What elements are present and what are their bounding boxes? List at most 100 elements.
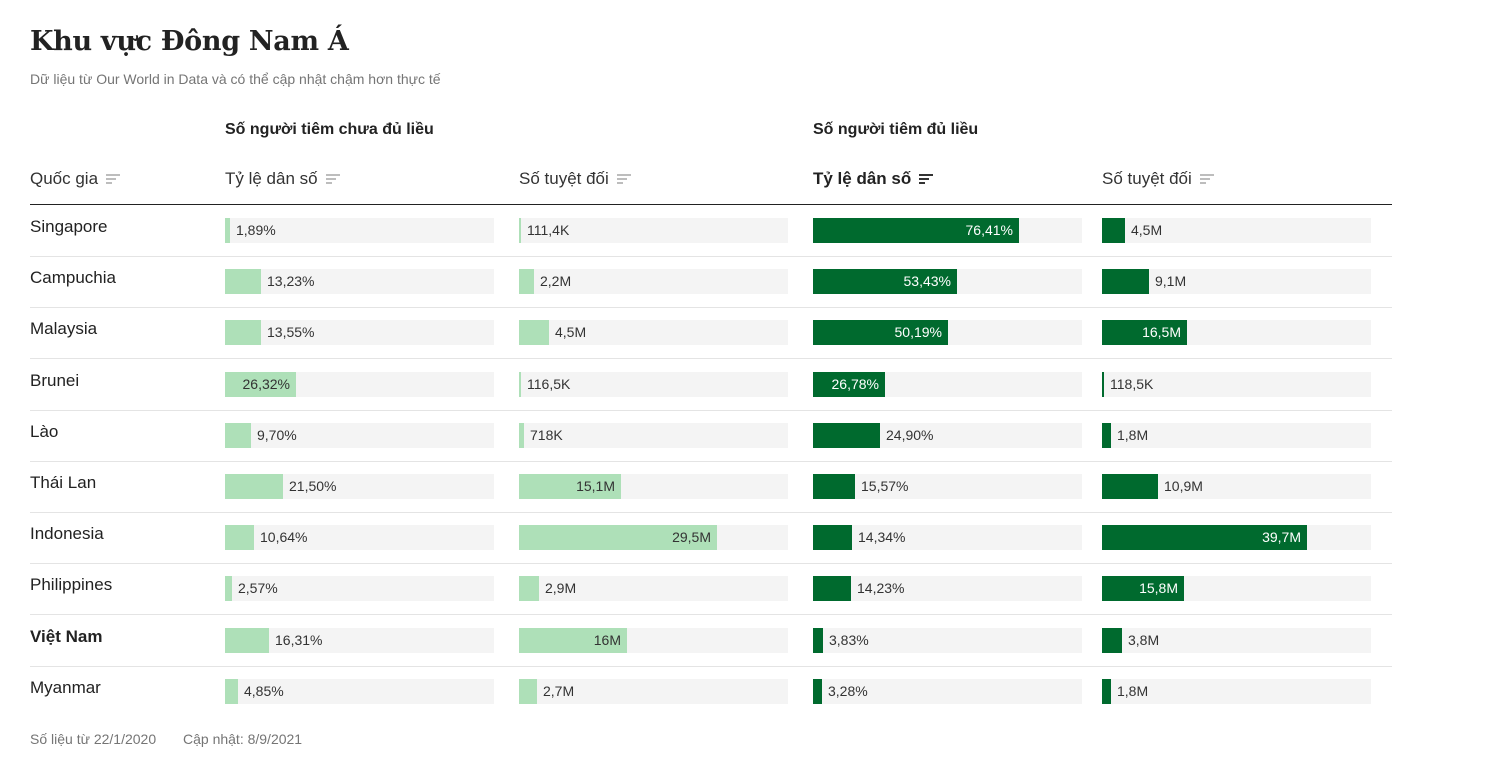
page-subtitle: Dữ liệu từ Our World in Data và có thể c… [30,71,441,87]
table-row: Campuchia 13,23% 2,2M 53,43% 9,1M [30,256,1392,309]
bar-full-pct [813,627,823,653]
country-name: Lào [30,421,59,441]
table-row: Philippines 2,57% 2,9M 14,23% 15,8M [30,563,1392,616]
value-label: 4,5M [555,324,587,341]
value-label: 118,5K [1110,375,1154,392]
value-label: 21,50% [289,478,337,494]
bar-track: 4,85% [225,678,494,704]
value-label: 16,31% [275,631,323,648]
country-name: Brunei [30,370,80,390]
value-label: 26,78% [831,375,879,392]
value-label: 1,8M [1117,682,1149,699]
value-label: 39,7M [1262,529,1301,546]
bar-partial-pct [225,371,296,397]
table-row: Indonesia 10,64% 29,5M 14,34% 39,7M [30,512,1392,565]
value-label: 15,1M [576,478,615,494]
column-header-partial-abs-label: Số tuyệt đối [519,169,609,188]
column-header-partial-abs[interactable]: Số tuyệt đối [519,169,631,189]
country-name: Malaysia [30,319,98,339]
bar-track: 16M [519,627,788,653]
value-label: 9,70% [257,426,297,443]
value-label: 14,34% [858,529,906,546]
value-label: 2,2M [540,273,572,290]
bar-full-abs [1102,371,1104,397]
bar-full-abs [1102,525,1307,551]
column-header-country-label: Quốc gia [30,169,99,188]
value-label: 1,89% [236,222,276,238]
table-row: Myanmar 4,85% 2,7M 3,28% 1,8M [30,666,1392,717]
bar-track: 4,5M [1102,218,1371,243]
value-label: 3,8M [1128,631,1160,648]
bar-track: 3,8M [1102,627,1371,653]
country-name: Myanmar [30,677,101,697]
bar-partial-pct [225,422,251,448]
bar-partial-abs [519,576,539,602]
bar-partial-abs [519,320,549,346]
bar-track: 15,8M [1102,576,1371,602]
value-label: 14,23% [857,580,905,597]
bar-partial-abs [519,422,524,448]
bar-partial-abs [519,627,627,653]
bar-track: 2,9M [519,576,788,602]
value-label: 718K [530,426,563,443]
bar-full-pct [813,576,851,602]
bar-full-pct [813,371,885,397]
column-header-full-abs[interactable]: Số tuyệt đối [1102,169,1214,189]
bar-track: 16,5M [1102,320,1371,346]
value-label: 76,41% [965,222,1013,238]
bar-track: 1,8M [1102,678,1371,704]
bar-track: 4,5M [519,320,788,346]
sort-active-icon [919,173,934,185]
bar-full-abs [1102,269,1149,295]
value-label: 10,64% [260,529,308,546]
column-header-partial-pct[interactable]: Tỷ lệ dân số [225,169,340,189]
bar-full-pct [813,422,880,448]
bar-track: 1,89% [225,218,494,243]
value-label: 15,8M [1139,580,1178,597]
sort-icon [616,173,631,185]
value-label: 9,1M [1155,273,1187,290]
bar-track: 53,43% [813,269,1082,295]
value-label: 16,5M [1142,324,1181,341]
bar-partial-pct [225,269,261,295]
sort-icon [106,173,121,185]
value-label: 3,83% [829,631,869,648]
bar-partial-pct [225,320,261,346]
value-label: 13,23% [267,273,315,290]
value-label: 15,57% [861,478,909,494]
value-label: 26,32% [242,375,290,392]
bar-track: 16,31% [225,627,494,653]
bar-track: 116,5K [519,371,788,397]
bar-partial-abs [519,474,621,499]
footer-updated: Cập nhật: 8/9/2021 [183,731,303,747]
bar-partial-pct [225,678,238,704]
value-label: 3,28% [828,682,868,699]
value-label: 4,85% [244,682,284,699]
value-label: 116,5K [527,375,571,392]
value-label: 50,19% [894,324,942,341]
column-header-full-pct[interactable]: Tỷ lệ dân số [813,169,934,189]
bar-partial-pct [225,474,283,499]
value-label: 24,90% [886,426,934,443]
table-row: Lào 9,70% 718K 24,90% 1,8M [30,410,1392,462]
bar-partial-abs [519,525,717,551]
bar-full-abs [1102,320,1187,346]
bar-partial-abs [519,218,521,243]
column-header-full-pct-label: Tỷ lệ dân số [813,169,912,188]
bar-track: 26,32% [225,371,494,397]
bar-track: 718K [519,422,788,448]
header-divider [30,204,1392,205]
bar-track: 2,7M [519,678,788,704]
bar-full-abs [1102,218,1125,243]
bar-track: 15,57% [813,474,1082,499]
sort-icon [325,173,340,185]
value-label: 2,9M [545,580,577,597]
value-label: 16M [593,631,621,648]
bar-partial-pct [225,627,269,653]
country-name: Thái Lan [30,473,97,492]
bar-full-pct [813,525,852,551]
bar-track: 29,5M [519,525,788,551]
table-row: Singapore 1,89% 111,4K 76,41% 4,5M [30,205,1392,257]
value-label: 29,5M [672,529,711,546]
column-header-country[interactable]: Quốc gia [30,169,121,189]
